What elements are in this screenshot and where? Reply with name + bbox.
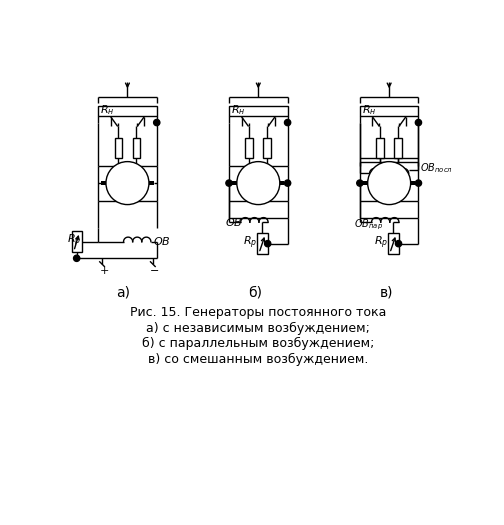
Bar xyxy=(257,233,268,255)
Circle shape xyxy=(154,119,160,125)
Circle shape xyxy=(74,255,80,261)
Circle shape xyxy=(284,119,291,125)
Circle shape xyxy=(357,180,363,186)
Bar xyxy=(280,181,284,185)
Text: а): а) xyxy=(116,286,130,299)
Bar xyxy=(133,138,140,158)
Text: $R_н$: $R_н$ xyxy=(231,103,245,118)
Bar xyxy=(411,181,415,185)
Text: Рис. 15. Генераторы постоянного тока: Рис. 15. Генераторы постоянного тока xyxy=(130,306,387,319)
Bar xyxy=(394,138,402,158)
Bar xyxy=(98,106,157,116)
Bar xyxy=(72,231,82,253)
Bar xyxy=(376,138,384,158)
Text: в) со смешанным возбуждением.: в) со смешанным возбуждением. xyxy=(148,353,368,366)
Text: $R_р$: $R_р$ xyxy=(243,235,258,251)
Bar xyxy=(363,181,367,185)
Bar xyxy=(360,106,418,116)
Circle shape xyxy=(367,162,411,205)
Circle shape xyxy=(415,119,421,125)
Text: б) с параллельным возбуждением;: б) с параллельным возбуждением; xyxy=(142,337,374,350)
Bar xyxy=(232,181,237,185)
Circle shape xyxy=(415,180,421,186)
Text: +: + xyxy=(100,266,109,276)
Bar xyxy=(388,233,399,255)
Circle shape xyxy=(237,162,280,205)
Text: в): в) xyxy=(380,286,393,299)
Text: $R_н$: $R_н$ xyxy=(362,103,376,118)
Bar xyxy=(101,181,106,185)
Text: −: − xyxy=(150,266,159,276)
Bar xyxy=(114,138,122,158)
Circle shape xyxy=(284,180,291,186)
Bar xyxy=(229,106,288,116)
Text: а) с независимым возбуждением;: а) с независимым возбуждением; xyxy=(146,321,370,334)
Bar xyxy=(264,138,271,158)
Text: $R_н$: $R_н$ xyxy=(100,103,114,118)
Bar xyxy=(149,181,154,185)
Text: $ОВ_{посл}$: $ОВ_{посл}$ xyxy=(420,161,453,175)
Text: $ОВ$: $ОВ$ xyxy=(225,216,243,228)
Text: $R_р$: $R_р$ xyxy=(67,233,81,249)
Bar xyxy=(245,138,253,158)
Circle shape xyxy=(226,180,232,186)
Circle shape xyxy=(265,240,271,247)
Text: $R_р$: $R_р$ xyxy=(374,235,388,251)
Circle shape xyxy=(396,240,402,247)
Text: $ОВ$: $ОВ$ xyxy=(153,235,170,247)
Text: б): б) xyxy=(248,286,263,299)
Text: $ОВ_{пар}$: $ОВ_{пар}$ xyxy=(354,217,383,232)
Circle shape xyxy=(106,162,149,205)
